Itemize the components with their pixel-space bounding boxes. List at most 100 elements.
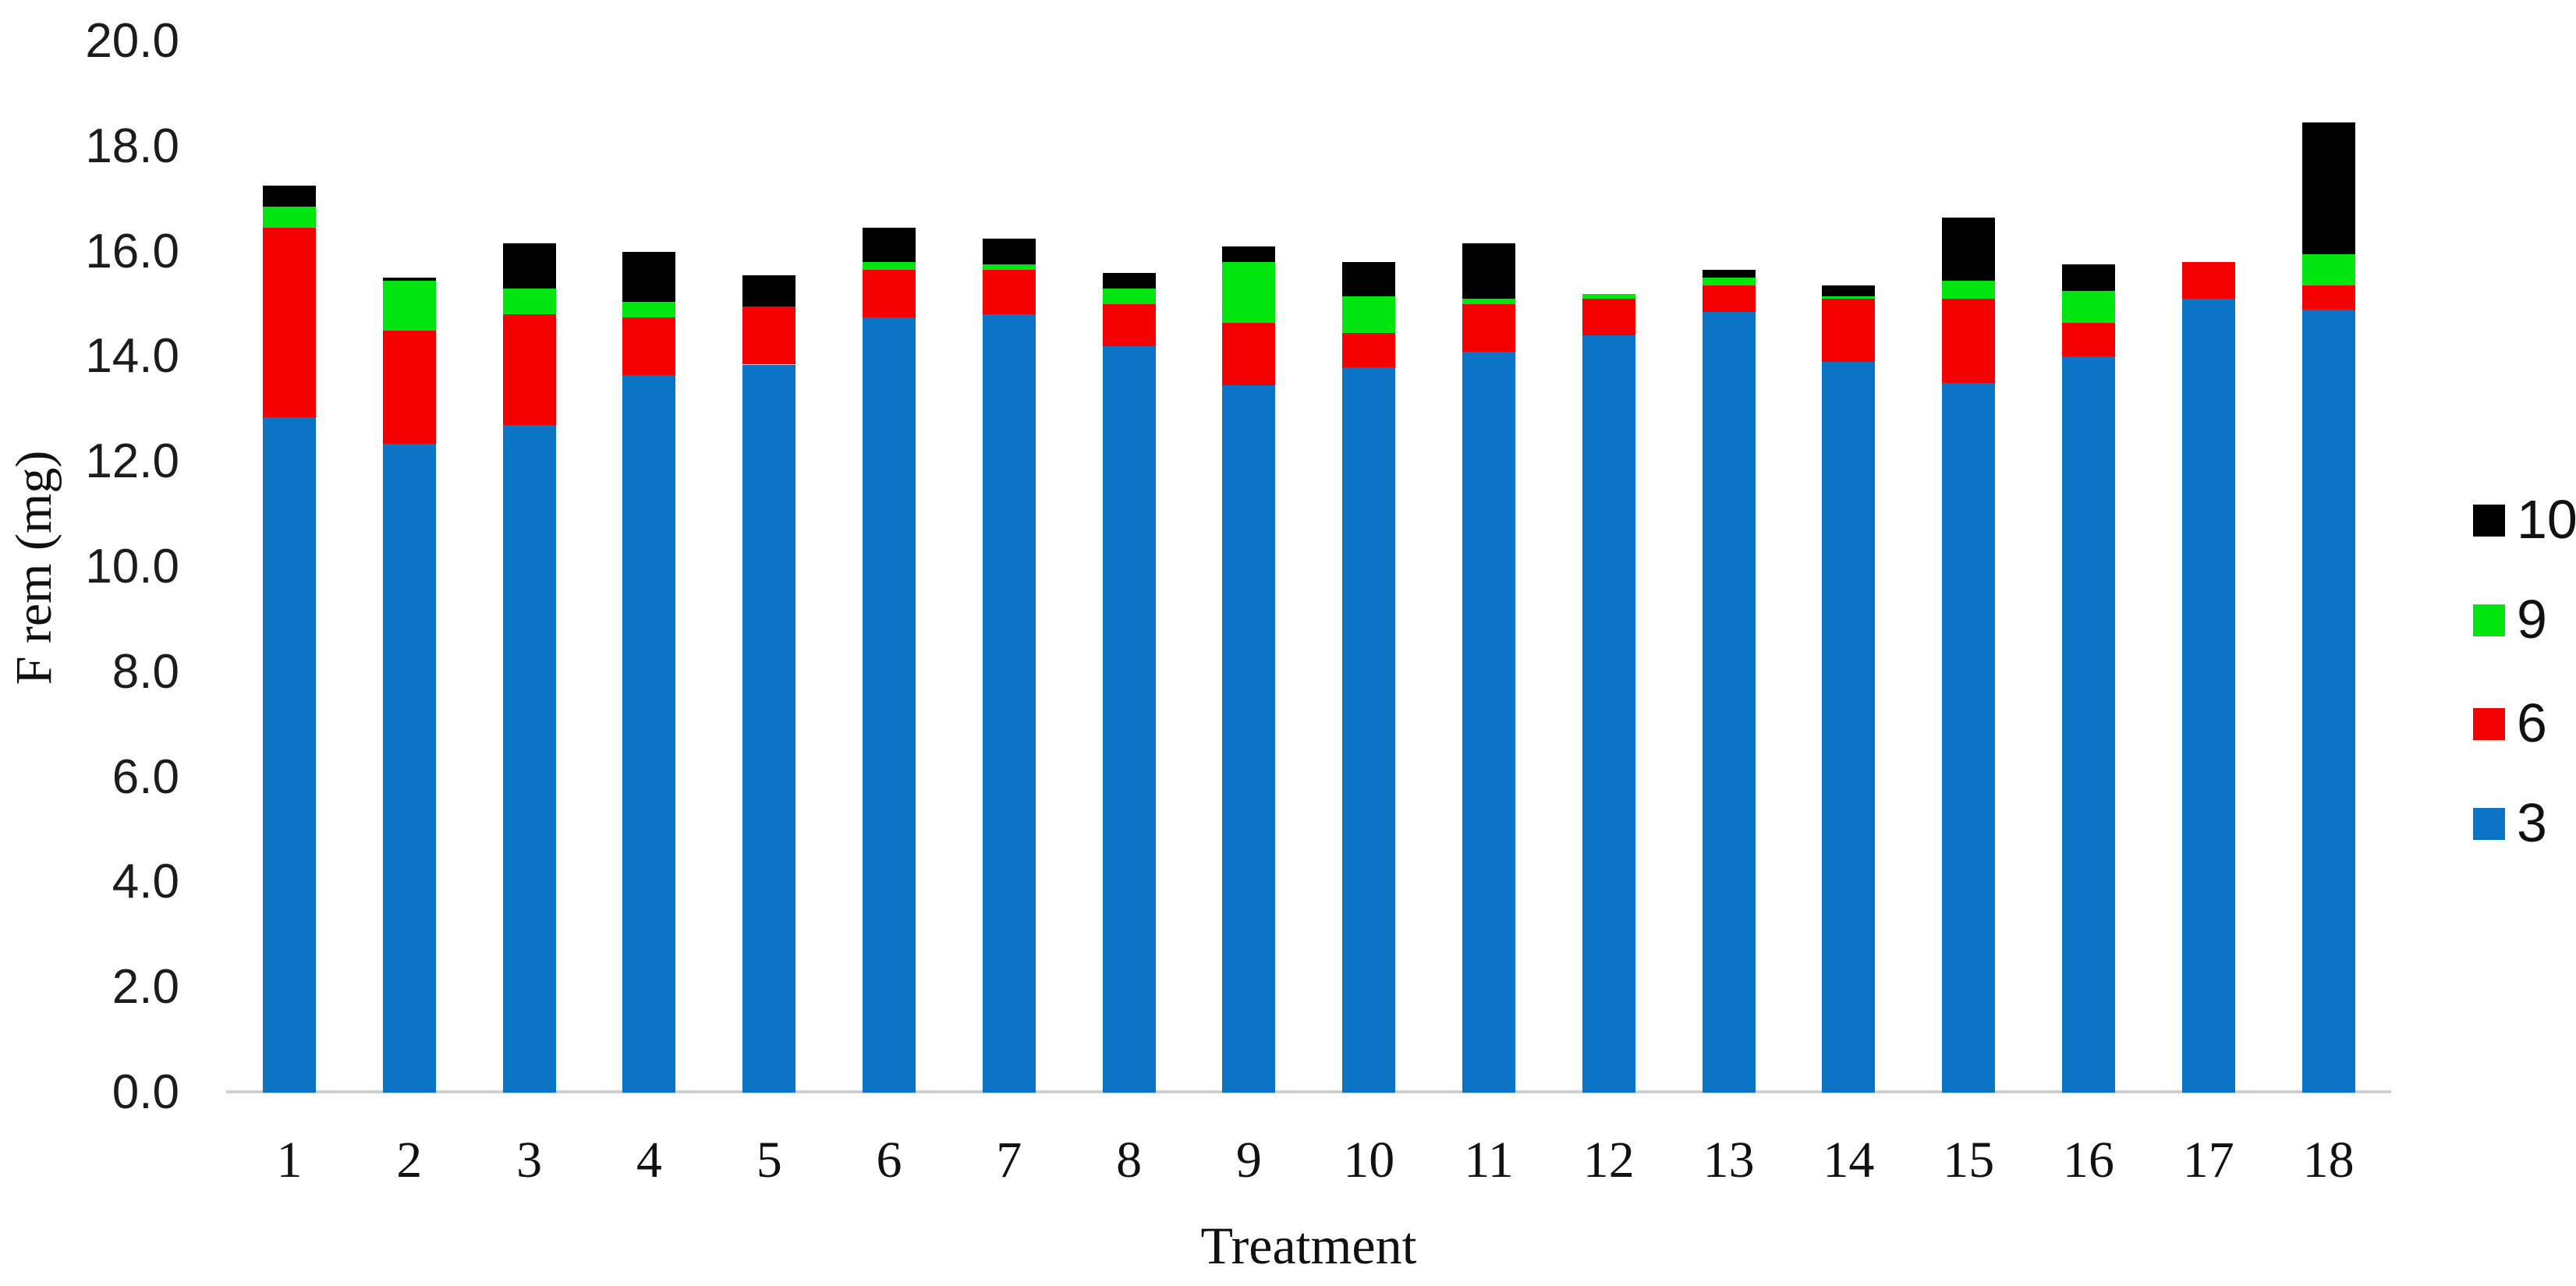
legend-label: 9 <box>2517 589 2547 650</box>
bar-segment-series-10 <box>382 278 436 281</box>
bar-segment-series-9 <box>1702 278 1756 286</box>
bar-segment-series-6 <box>622 317 676 375</box>
x-tick-label: 8 <box>1116 1132 1143 1189</box>
bar-segment-series-3 <box>1102 345 1156 1093</box>
y-tick-label: 6.0 <box>112 749 179 804</box>
bar-segment-series-6 <box>1942 299 1996 384</box>
bar-segment-series-3 <box>742 364 796 1093</box>
x-tick-label: 15 <box>1943 1132 1995 1189</box>
bar-segment-series-9 <box>1582 293 1635 299</box>
bar-segment-series-9 <box>1102 288 1156 304</box>
bar-segment-series-6 <box>863 270 916 317</box>
bar-segment-series-6 <box>1102 304 1156 346</box>
y-tick-label: 2.0 <box>112 960 179 1015</box>
x-tick-label: 6 <box>876 1132 902 1189</box>
bar-segment-series-9 <box>622 301 676 317</box>
y-tick-label: 16.0 <box>85 224 179 278</box>
bar-segment-series-10 <box>1222 246 1276 263</box>
bar-segment-series-6 <box>263 228 316 417</box>
bar-segment-series-10 <box>1102 272 1156 289</box>
bar-segment-series-9 <box>263 207 316 229</box>
bar-segment-series-3 <box>1702 312 1756 1093</box>
bar-segment-series-6 <box>742 306 796 365</box>
bar-segment-series-3 <box>382 443 436 1093</box>
y-tick-label: 0.0 <box>112 1065 179 1119</box>
bar-segment-series-3 <box>1462 351 1515 1093</box>
bar-segment-series-3 <box>1342 367 1396 1093</box>
bar-segment-series-9 <box>502 288 556 315</box>
bar-segment-series-6 <box>1702 285 1756 313</box>
x-axis-line <box>226 1090 2391 1093</box>
bar-segment-series-10 <box>2301 122 2355 254</box>
x-tick-label: 3 <box>516 1132 543 1189</box>
bar-segment-series-6 <box>2181 262 2235 299</box>
x-tick-label: 5 <box>756 1132 782 1189</box>
x-tick-label: 4 <box>636 1132 662 1189</box>
bar-segment-series-10 <box>1822 285 1876 296</box>
bar-segment-series-6 <box>382 330 436 444</box>
bar-segment-series-10 <box>1702 270 1756 278</box>
bar-segment-series-10 <box>2062 264 2115 292</box>
bar-segment-series-3 <box>263 416 316 1093</box>
bar-segment-series-3 <box>622 374 676 1093</box>
legend-swatch-9 <box>2473 604 2505 636</box>
bar-segment-series-3 <box>2301 309 2355 1093</box>
bar-segment-series-6 <box>1822 299 1876 363</box>
bar-segment-series-6 <box>982 270 1036 315</box>
y-tick-label: 10.0 <box>85 540 179 593</box>
y-tick-label: 14.0 <box>85 329 179 384</box>
x-tick-label: 7 <box>996 1132 1022 1189</box>
bar-segment-series-10 <box>863 228 916 263</box>
x-tick-label: 14 <box>1823 1132 1875 1189</box>
bar-segment-series-6 <box>2301 285 2355 310</box>
bar-segment-series-10 <box>263 186 316 207</box>
bar-segment-series-9 <box>1822 296 1876 299</box>
legend-swatch-3 <box>2473 808 2505 840</box>
bar-segment-series-6 <box>1342 333 1396 367</box>
bar-segment-series-3 <box>1582 335 1635 1093</box>
legend-label: 6 <box>2517 693 2547 753</box>
x-tick-label: 11 <box>1464 1132 1514 1189</box>
bar-segment-series-6 <box>502 314 556 425</box>
x-tick-label: 12 <box>1582 1132 1635 1189</box>
bar-segment-series-10 <box>502 243 556 289</box>
x-tick-label: 18 <box>2302 1132 2355 1189</box>
bar-segment-series-10 <box>742 275 796 307</box>
x-tick-label: 17 <box>2182 1132 2234 1189</box>
x-tick-label: 9 <box>1235 1132 1262 1189</box>
y-tick-label: 8.0 <box>112 644 179 699</box>
y-tick-label: 20.0 <box>85 14 179 68</box>
bar-segment-series-10 <box>1342 262 1396 296</box>
x-tick-label: 13 <box>1703 1132 1755 1189</box>
y-tick-label: 18.0 <box>85 119 179 173</box>
bar-segment-series-10 <box>1462 243 1515 299</box>
y-tick-label: 12.0 <box>85 434 179 489</box>
bar-segment-series-3 <box>1822 362 1876 1093</box>
bar-segment-series-9 <box>1342 296 1396 334</box>
bar-segment-series-3 <box>502 425 556 1093</box>
bar-segment-series-9 <box>863 262 916 271</box>
bar-segment-series-9 <box>2301 253 2355 286</box>
bar-segment-series-6 <box>1582 299 1635 336</box>
bar-segment-series-3 <box>982 314 1036 1093</box>
bar-segment-series-10 <box>982 238 1036 265</box>
x-tick-label: 1 <box>276 1132 303 1189</box>
bar-segment-series-9 <box>1942 280 1996 299</box>
bar-segment-series-9 <box>982 264 1036 271</box>
legend-label: 10 <box>2517 489 2576 550</box>
bar-segment-series-3 <box>1222 385 1276 1093</box>
bar-segment-series-10 <box>622 251 676 302</box>
bar-segment-series-10 <box>1942 217 1996 281</box>
bar-segment-series-9 <box>382 280 436 331</box>
bar-segment-series-6 <box>1462 304 1515 352</box>
bar-segment-series-6 <box>1222 322 1276 386</box>
bar-segment-series-9 <box>1462 299 1515 304</box>
bar-segment-series-6 <box>2062 322 2115 357</box>
x-axis-title: Treatment <box>1200 1216 1417 1275</box>
bar-segment-series-9 <box>2062 291 2115 323</box>
legend-swatch-10 <box>2473 505 2505 537</box>
x-tick-label: 16 <box>2063 1132 2114 1189</box>
x-tick-label: 2 <box>396 1132 423 1189</box>
bar-segment-series-3 <box>2062 356 2115 1093</box>
